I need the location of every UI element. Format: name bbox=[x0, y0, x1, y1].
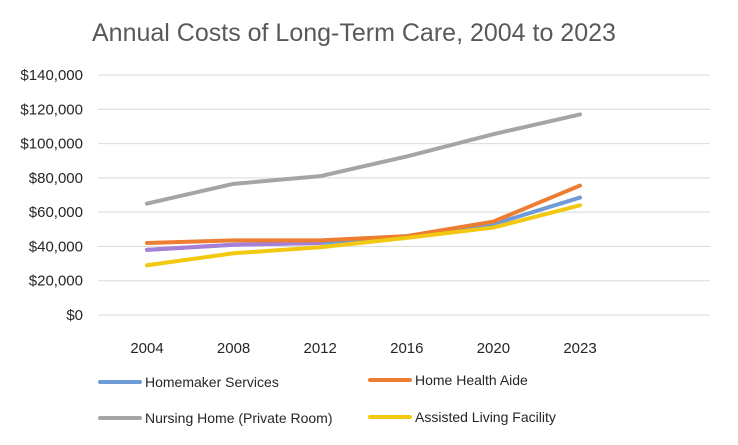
x-tick-label: 2012 bbox=[304, 340, 337, 357]
legend-label-nursing-home-private-room: Nursing Home (Private Room) bbox=[145, 410, 333, 426]
legend-label-homemaker-services: Homemaker Services bbox=[145, 374, 279, 390]
x-tick-label: 2016 bbox=[390, 340, 423, 357]
y-tick-label: $0 bbox=[66, 307, 83, 324]
series-line-homemaker-services-underlay bbox=[145, 241, 323, 252]
y-tick-label: $20,000 bbox=[29, 273, 83, 290]
y-tick-label: $100,000 bbox=[20, 136, 83, 153]
legend: Homemaker Services Home Health Aide Nursin… bbox=[98, 372, 556, 426]
series-line-nursing-home-private-room bbox=[145, 112, 582, 206]
y-tick-label: $80,000 bbox=[29, 170, 83, 187]
y-tick-label: $40,000 bbox=[29, 238, 83, 255]
chart-title: Annual Costs of Long-Term Care, 2004 to … bbox=[92, 19, 616, 47]
y-tick-label: $140,000 bbox=[20, 67, 83, 84]
x-tick-label: 2004 bbox=[130, 340, 163, 357]
x-tick-label: 2023 bbox=[563, 340, 596, 357]
y-axis-ticks: $0 $20,000 $40,000 $60,000 $80,000 $100,000 $1… bbox=[20, 67, 83, 324]
series-lines bbox=[145, 112, 582, 268]
x-tick-label: 2020 bbox=[477, 340, 510, 357]
legend-label-assisted-living-facility: Assisted Living Facility bbox=[415, 409, 556, 425]
y-tick-label: $120,000 bbox=[20, 101, 83, 118]
x-tick-label: 2008 bbox=[217, 340, 250, 357]
legend-label-home-health-aide: Home Health Aide bbox=[415, 372, 528, 388]
series-line-assisted-living-facility bbox=[145, 203, 582, 268]
series-line-home-health-aide bbox=[145, 183, 582, 245]
x-axis-ticks: 2004 2008 2012 2016 2020 2023 bbox=[130, 340, 596, 357]
y-tick-label: $60,000 bbox=[29, 204, 83, 221]
